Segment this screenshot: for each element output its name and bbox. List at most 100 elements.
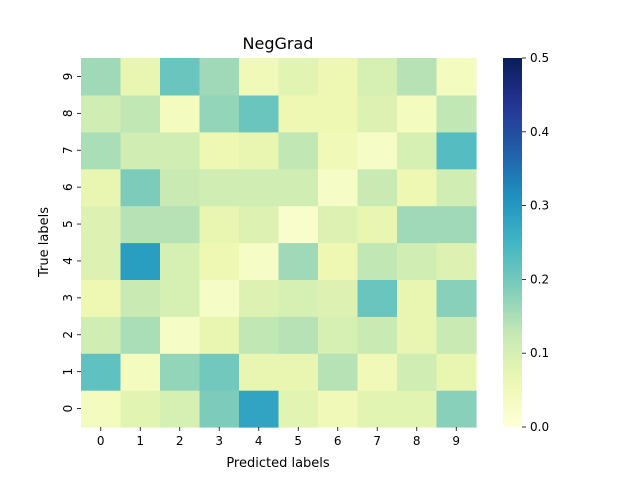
heatmap-cell [318, 131, 359, 170]
x-tick-label: 5 [294, 434, 302, 448]
heatmap-cell [239, 279, 280, 317]
heatmap-cell [160, 58, 201, 96]
heatmap-cell [239, 316, 280, 354]
colorbar-tick-label: 0.0 [530, 420, 549, 434]
heatmap-cell [120, 242, 161, 280]
heatmap-cell [199, 131, 240, 170]
heatmap-cell [120, 316, 161, 354]
heatmap-cell [160, 168, 201, 207]
heatmap-cell [397, 168, 438, 207]
heatmap-cell [357, 205, 398, 244]
heatmap-cell [357, 279, 398, 317]
heatmap-cell [318, 390, 359, 428]
heatmap-cell [239, 205, 280, 244]
heatmap-cell [357, 58, 398, 96]
heatmap-cell [81, 279, 122, 317]
heatmap-cell [120, 94, 161, 133]
heatmap-cell [318, 168, 359, 207]
x-axis-label: Predicted labels [226, 456, 330, 471]
heatmap-cell [160, 131, 201, 170]
colorbar-tick-label: 0.1 [530, 346, 549, 360]
chart-title: NegGrad [243, 34, 314, 53]
heatmap-cell [120, 279, 161, 317]
heatmap-cell [239, 58, 280, 96]
heatmap-cell [357, 316, 398, 354]
heatmap-cell [397, 205, 438, 244]
x-tick-label: 1 [136, 434, 144, 448]
heatmap-cell [436, 242, 477, 280]
heatmap-cell [120, 131, 161, 170]
heatmap-cell [436, 353, 477, 391]
heatmap-cell [199, 242, 240, 280]
heatmap-cell [81, 58, 122, 96]
heatmap-cell [278, 316, 319, 354]
heatmap-cell [199, 58, 240, 96]
heatmap-cell [318, 94, 359, 133]
x-tick-label: 2 [176, 434, 184, 448]
heatmap-cell [278, 168, 319, 207]
heatmap-cell [357, 242, 398, 280]
heatmap-cell [357, 168, 398, 207]
x-tick-label: 0 [97, 434, 105, 448]
heatmap-cells [81, 58, 477, 428]
heatmap-cell [318, 242, 359, 280]
x-tick-label: 6 [334, 434, 342, 448]
heatmap-cell [357, 390, 398, 428]
heatmap-cell [199, 279, 240, 317]
heatmap-cell [436, 390, 477, 428]
y-tick-label: 3 [61, 294, 75, 302]
heatmap-cell [436, 205, 477, 244]
y-tick-label: 6 [61, 183, 75, 191]
heatmap-cell [81, 316, 122, 354]
heatmap-cell [397, 353, 438, 391]
heatmap-cell [397, 279, 438, 317]
y-tick-label: 4 [61, 257, 75, 265]
heatmap-cell [436, 316, 477, 354]
heatmap-cell [160, 279, 201, 317]
heatmap-cell [120, 205, 161, 244]
heatmap-cell [318, 316, 359, 354]
heatmap-cell [160, 353, 201, 391]
y-tick-label: 8 [61, 110, 75, 118]
heatmap-cell [199, 390, 240, 428]
heatmap-cell [278, 94, 319, 133]
colorbar-tick-label: 0.4 [530, 125, 549, 139]
x-tick-label: 9 [452, 434, 460, 448]
heatmap-cell [278, 242, 319, 280]
colorbar-tick-label: 0.2 [530, 272, 549, 286]
heatmap-cell [278, 390, 319, 428]
heatmap-cell [81, 94, 122, 133]
colorbar [503, 58, 522, 427]
x-tick-label: 7 [373, 434, 381, 448]
heatmap-cell [436, 279, 477, 317]
heatmap-cell [436, 131, 477, 170]
heatmap-cell [397, 131, 438, 170]
heatmap-cell [199, 353, 240, 391]
heatmap-cell [397, 58, 438, 96]
heatmap-cell [278, 131, 319, 170]
colorbar-tick-label: 0.5 [530, 51, 549, 65]
heatmap-cell [436, 168, 477, 207]
heatmap-cell [357, 353, 398, 391]
heatmap-cell [239, 353, 280, 391]
x-tick-label: 4 [255, 434, 263, 448]
heatmap-cell [318, 205, 359, 244]
heatmap-cell [397, 316, 438, 354]
y-axis-label: True labels [37, 207, 52, 278]
heatmap-cell [397, 390, 438, 428]
heatmap-cell [160, 205, 201, 244]
heatmap-cell [239, 390, 280, 428]
heatmap-cell [120, 390, 161, 428]
x-axis-ticks: 0 1 2 3 4 5 6 7 8 9 [97, 427, 460, 448]
heatmap-cell [160, 316, 201, 354]
heatmap-cell [120, 58, 161, 96]
heatmap-cell [81, 390, 122, 428]
y-tick-label: 7 [61, 146, 75, 154]
heatmap-cell [120, 353, 161, 391]
heatmap-cell [357, 131, 398, 170]
y-tick-label: 9 [61, 73, 75, 81]
heatmap-cell [81, 131, 122, 170]
heatmap-cell [278, 58, 319, 96]
heatmap-cell [278, 205, 319, 244]
